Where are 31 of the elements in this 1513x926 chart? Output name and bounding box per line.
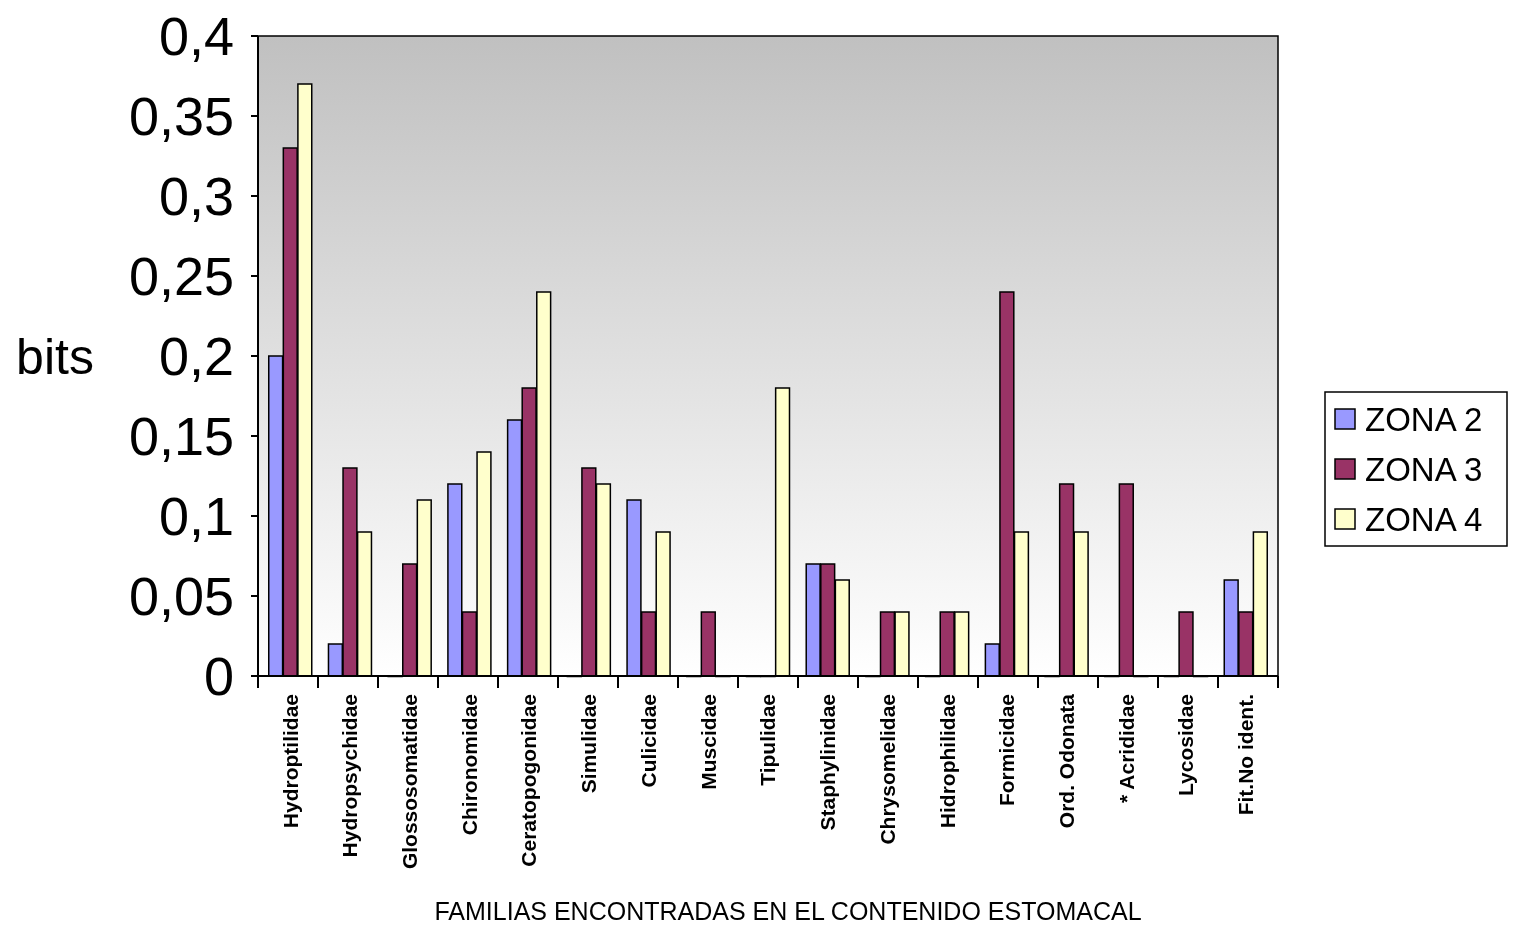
- x-tick-label: Hydroptilidae: [278, 694, 302, 829]
- x-tick-label: Glossosomatidae: [398, 694, 422, 870]
- x-tick-label: Hydropsychidae: [338, 694, 362, 858]
- x-tick-label: Fit.No ident.: [1234, 694, 1258, 816]
- legend-label: ZONA 3: [1365, 450, 1483, 488]
- x-tick-label: Staphylinidae: [816, 694, 840, 831]
- y-tick-label: 0,1: [158, 485, 234, 546]
- x-tick-label: Chironomidae: [457, 694, 481, 836]
- x-tick-label: * Acrididae: [1114, 694, 1138, 803]
- x-axis-title: FAMILIAS ENCONTRADAS EN EL CONTENIDO ESTOMACAL: [434, 897, 1142, 925]
- x-tick-label: Ord. Odonata: [1054, 693, 1078, 829]
- y-tick-label: 0,3: [158, 165, 234, 226]
- x-tick-label: Muscidae: [696, 694, 720, 790]
- y-axis-title: bits: [16, 328, 94, 385]
- x-tick-label: Tipulidae: [756, 694, 780, 786]
- y-tick-label: 0,15: [128, 405, 234, 466]
- x-tick-label: Lycosidae: [1174, 694, 1198, 796]
- y-tick-label: 0,35: [128, 85, 234, 146]
- x-tick-label: Formicidae: [995, 694, 1019, 807]
- y-tick-label: 0,2: [158, 325, 234, 386]
- x-tick-label: Ceratopogonidae: [517, 694, 541, 867]
- x-tick-label: Hidrophilidae: [935, 694, 959, 829]
- x-tick-label: Culicidae: [636, 694, 660, 788]
- y-tick-label: 0,4: [158, 5, 234, 66]
- y-tick-label: 0,25: [128, 245, 234, 306]
- x-tick-label: Simulidae: [577, 694, 601, 794]
- y-tick-label: 0: [203, 645, 234, 706]
- y-tick-label: 0,05: [128, 565, 234, 626]
- legend-label: ZONA 4: [1365, 500, 1483, 538]
- x-tick-label: Chrysomelidae: [875, 694, 899, 845]
- legend-label: ZONA 2: [1365, 400, 1483, 438]
